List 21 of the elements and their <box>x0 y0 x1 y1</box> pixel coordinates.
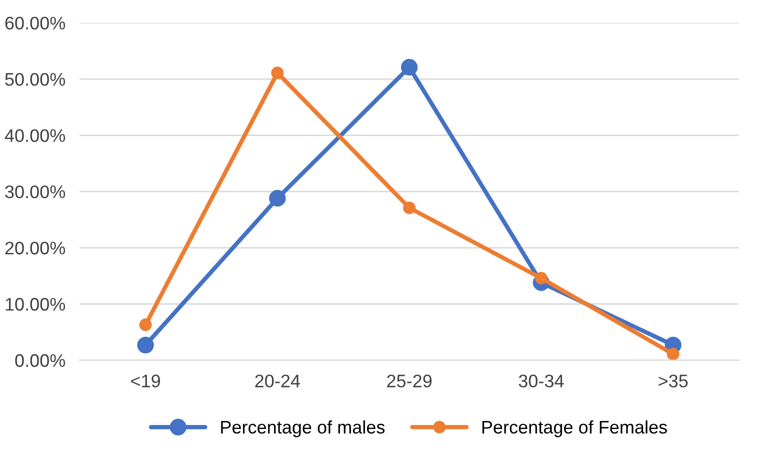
y-tick-label: 60.00% <box>5 16 66 30</box>
y-tick-label: 10.00% <box>6 298 66 311</box>
y-tick-label: 0.00% <box>15 354 66 367</box>
x-tick-label: 20-24 <box>255 374 300 388</box>
legend-label: Percentage of Females <box>482 420 667 438</box>
y-tick-label: 20.00% <box>5 242 66 254</box>
point <box>403 202 416 214</box>
point <box>139 318 152 332</box>
point <box>666 348 680 360</box>
y-tick-label: 40.00% <box>4 129 66 142</box>
x-tick-label: <19 <box>131 374 160 388</box>
y-tick-label: 50.00% <box>5 72 66 86</box>
x-tick-label: 25-29 <box>387 374 432 388</box>
point <box>271 66 284 80</box>
x-tick-label: 30-34 <box>518 374 564 388</box>
point <box>137 336 154 354</box>
y-tick-label: 30.00% <box>5 185 66 198</box>
x-tick-label: >35 <box>658 374 688 388</box>
legend-label: Percentage of males <box>221 420 385 438</box>
point <box>269 190 286 207</box>
point <box>400 58 418 76</box>
